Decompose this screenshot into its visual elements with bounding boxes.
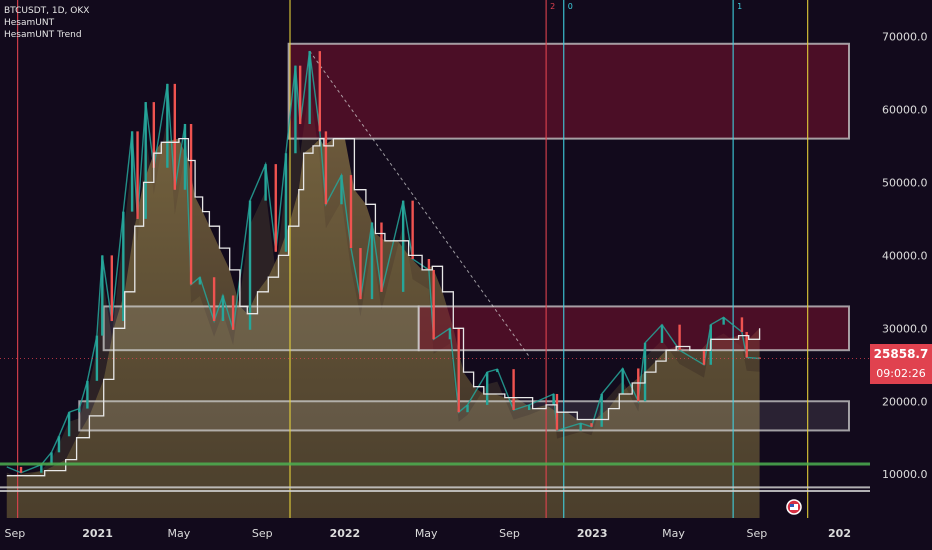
trend-series-layer — [6, 137, 761, 477]
indicator-label-1[interactable]: HesamUNT — [4, 18, 55, 28]
trend-fill-area — [6, 85, 760, 519]
y-tick-label-6: 70000.0 — [882, 30, 928, 43]
vertical-marker-label-2: 2 — [550, 2, 555, 11]
zone-resistance-2 — [417, 305, 850, 352]
vertical-marker-label-4: 1 — [737, 2, 742, 11]
x-tick-label-3: Sep — [252, 527, 273, 540]
price-series-layer — [6, 51, 761, 474]
trend-fill-path — [6, 138, 760, 518]
flag-icon[interactable] — [786, 499, 802, 515]
zones-layer — [78, 42, 850, 432]
x-tick-label-9: Sep — [746, 527, 767, 540]
x-tick-label-4: 2022 — [330, 527, 361, 540]
x-tick-label-1: 2021 — [82, 527, 113, 540]
y-tick-label-3: 40000.0 — [882, 249, 928, 262]
vertical-markers-layer: 2 0 1 — [17, 0, 809, 518]
x-axis: Sep 2021 May Sep 2022 May Sep 2023 May Sep 202 — [5, 527, 851, 540]
vertical-marker-label-3: 0 — [568, 2, 573, 11]
x-tick-label-10: 202 — [828, 527, 851, 540]
x-tick-label-7: 2023 — [577, 527, 608, 540]
symbol-title[interactable]: BTCUSDT, 1D, OKX — [4, 6, 90, 16]
time-axis-panel — [0, 518, 932, 550]
price-axis-panel — [870, 0, 932, 518]
levels-layer — [0, 358, 870, 493]
y-tick-label-1: 20000.0 — [882, 395, 928, 408]
trend-line — [6, 137, 761, 477]
x-tick-label-6: Sep — [499, 527, 520, 540]
x-tick-label-8: May — [662, 527, 685, 540]
zone-resistance-0 — [287, 42, 850, 140]
price-shadow-path — [6, 85, 760, 519]
zone-range-1 — [102, 305, 420, 352]
y-tick-label-4: 50000.0 — [882, 176, 928, 189]
x-tick-label-5: May — [415, 527, 438, 540]
zone-support-3 — [78, 400, 850, 432]
x-tick-label-2: May — [168, 527, 191, 540]
indicator-label-2[interactable]: HesamUNT Trend — [4, 30, 82, 40]
y-tick-label-5: 60000.0 — [882, 103, 928, 116]
diagonal-trendline — [309, 50, 531, 358]
price-line — [6, 51, 760, 474]
y-tick-label-2: 30000.0 — [882, 322, 928, 335]
bar-countdown: 09:02:26 — [870, 364, 932, 384]
last-price-tag: 25858.7 — [870, 344, 932, 364]
y-axis: 10000.0 20000.0 30000.0 40000.0 50000.0 60000… — [882, 30, 928, 481]
y-tick-label-0: 10000.0 — [882, 468, 928, 481]
x-tick-label-0: Sep — [5, 527, 26, 540]
